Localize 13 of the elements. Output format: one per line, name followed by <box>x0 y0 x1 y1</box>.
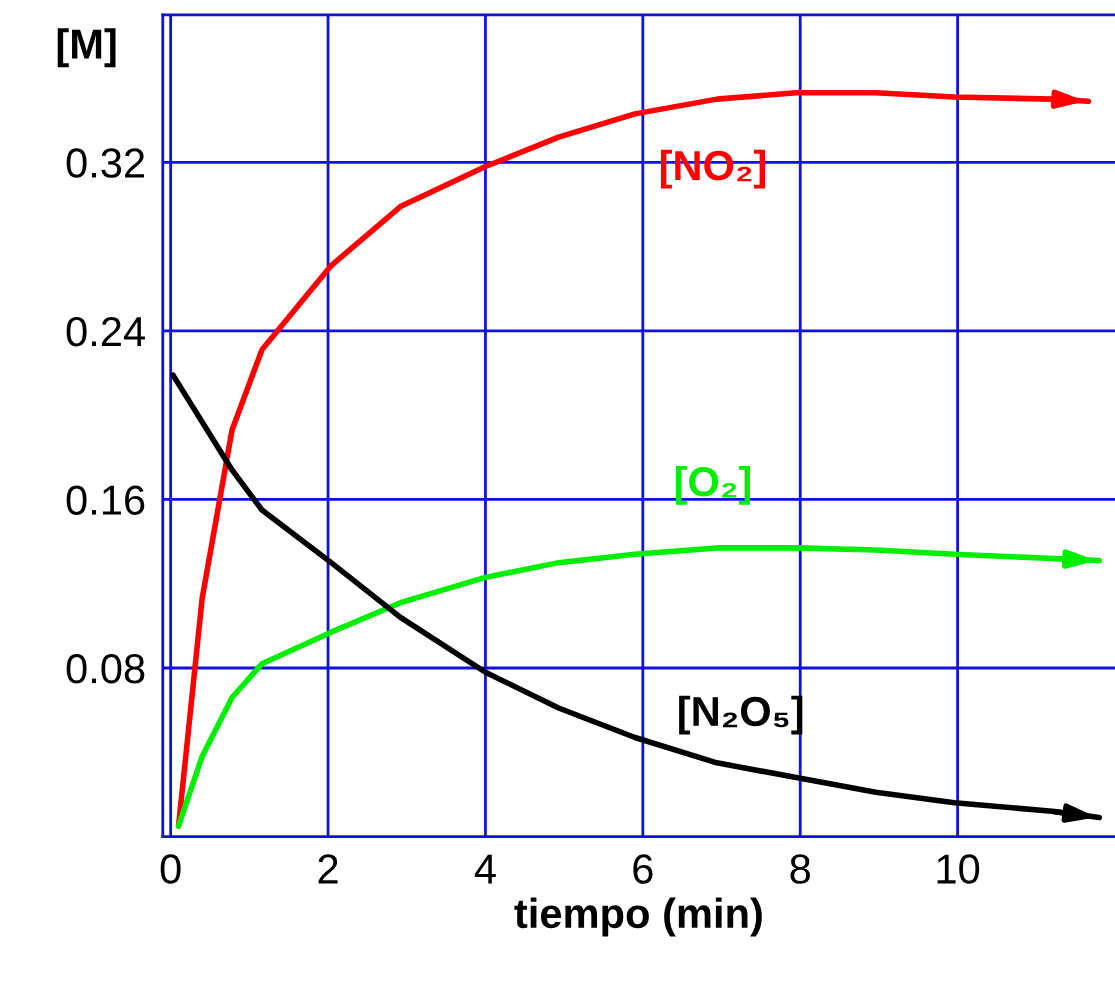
x-tick-label: 0 <box>160 854 181 884</box>
x-axis-title: tiempo (min) <box>514 897 762 937</box>
x-tick-label: 6 <box>633 854 653 884</box>
x-tick-label: 2 <box>318 854 338 884</box>
x-tick-label: 8 <box>790 854 810 884</box>
y-axis-title: [M] <box>57 28 116 68</box>
y-tick-label: 0.16 <box>66 485 145 515</box>
x-tick-label: 10 <box>937 854 980 884</box>
y-tick-label: 0.24 <box>66 316 145 347</box>
y-tick-label: 0.32 <box>66 148 145 178</box>
x-tick-label: 4 <box>474 854 496 884</box>
series-label: [O₂] <box>675 465 750 505</box>
y-tick-label: 0.08 <box>66 654 145 684</box>
